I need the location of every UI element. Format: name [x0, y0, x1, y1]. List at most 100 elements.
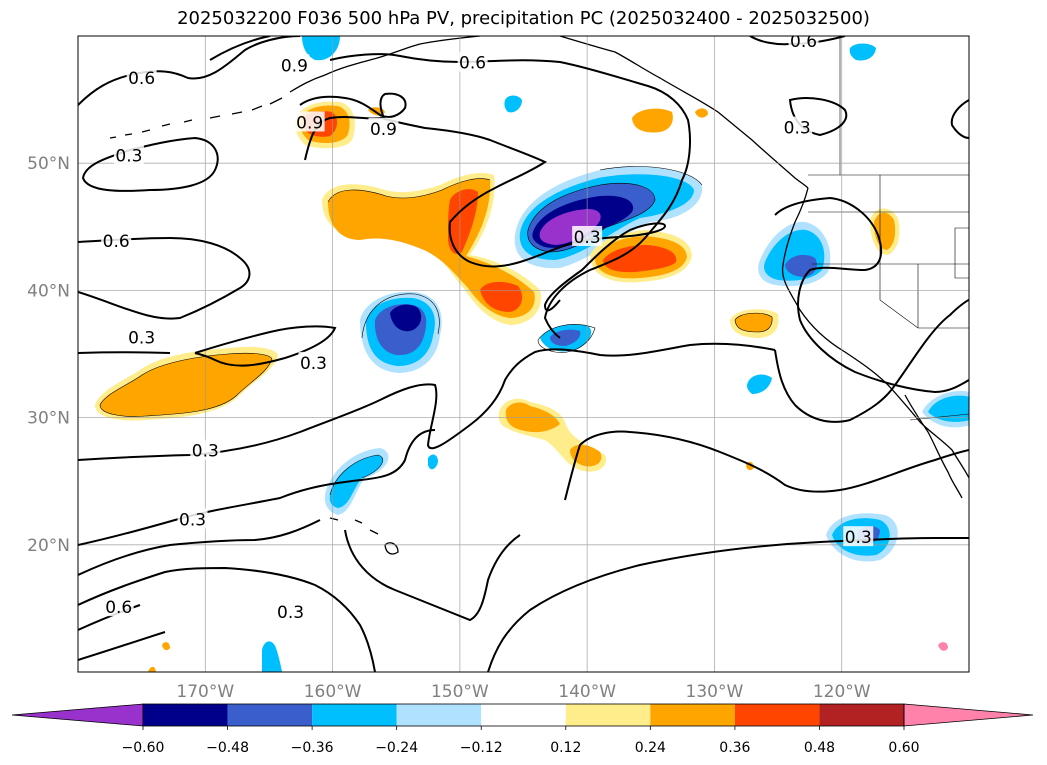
contour-label: 0.3	[300, 354, 327, 374]
coastline-west-us	[781, 187, 969, 479]
coastline-hawaii	[329, 517, 399, 555]
gridline-layer	[78, 36, 969, 672]
precip-pos-orange-red-area	[603, 245, 677, 273]
pv-contour-layer	[78, 36, 969, 672]
pv-contour	[564, 430, 969, 501]
pv-contour	[194, 325, 337, 367]
contour-label: 0.3	[115, 147, 142, 167]
map-frame	[77, 35, 970, 673]
contour-label: 0.6	[128, 69, 155, 89]
colorbar-extend-min	[11, 703, 144, 727]
precip-pos-orange-area	[632, 108, 673, 133]
colorbar-swatch	[227, 704, 313, 726]
contour-label: 0.9	[281, 56, 308, 76]
contour-label-bg	[782, 116, 813, 137]
pv-contour	[774, 299, 969, 423]
precip-neg-sky-blue-area	[504, 95, 522, 113]
precip-neg-sky-blue-area	[849, 43, 876, 61]
colorbar-extend-max	[903, 703, 1034, 727]
contour-label-bg	[126, 326, 157, 347]
contour-label-bg	[294, 111, 325, 132]
pv-contour	[78, 519, 321, 576]
contour-label: 0.9	[370, 120, 397, 140]
pv-contour	[78, 631, 166, 661]
colorbar-tick-label: −0.48	[206, 740, 249, 756]
contour-label-layer: 0.6 0.9 0.6 0.6 0.9 0.9 0.3 0.3 0.6 0.3 0.3 0.3 0.3 0…	[101, 36, 874, 623]
precip-outline	[361, 293, 440, 339]
precip-pos-orange-red-area	[480, 281, 523, 312]
lon-tick-label: 150°W	[431, 682, 489, 702]
contour-label: 0.3	[845, 528, 872, 548]
contour-label-bg	[279, 54, 310, 75]
pv-contour	[78, 429, 436, 546]
utah-border	[954, 227, 969, 279]
precip-outline	[537, 324, 596, 353]
precip-neg-navy-area	[390, 304, 422, 332]
colorbar-tick-label: −0.36	[291, 740, 334, 756]
pv-contour	[78, 351, 171, 354]
border-layer	[808, 36, 969, 421]
contour-label: 0.6	[105, 598, 132, 618]
lat-tick-label: 30°N	[27, 409, 70, 429]
pv-contour	[344, 529, 521, 622]
lon-tick-label: 170°W	[176, 682, 234, 702]
precip-pos-orange-red-area	[448, 189, 478, 255]
lon-tick-label: 160°W	[304, 682, 362, 702]
pv-contour	[78, 236, 251, 320]
precip-outline	[327, 178, 491, 203]
precip-neg-royal-blue-area	[550, 329, 581, 346]
lon-tick-label: 140°W	[558, 682, 616, 702]
colorbar-tick-label: −0.60	[122, 740, 165, 756]
contour-label: 0.6	[103, 232, 130, 252]
precip-outline	[329, 454, 383, 496]
colorbar-swatch	[565, 704, 651, 726]
colorbar-swatch	[650, 704, 735, 726]
contour-label: 0.3	[192, 442, 219, 462]
contour-label: 0.3	[784, 119, 811, 139]
lon-tick-labels: 170°W 160°W 150°W 140°W 130°W 120°W	[176, 682, 870, 702]
colorbar-tick-label: 0.60	[888, 740, 919, 756]
contour-label-bg	[101, 229, 132, 250]
pv-contour	[329, 53, 691, 339]
pv-contour	[78, 342, 776, 461]
colorbar-swatch	[143, 704, 228, 726]
coastline-layer	[109, 36, 969, 555]
lon-tick-label: 120°W	[813, 682, 871, 702]
contour-label: 0.3	[277, 603, 304, 623]
colorbar-tick-label: 0.12	[550, 740, 581, 756]
california-nevada-border	[879, 264, 969, 329]
precip-pos-pink-area	[938, 642, 948, 651]
colorbar-swatch	[819, 704, 904, 726]
lat-tick-label: 50°N	[27, 154, 70, 174]
precip-neg-sky-blue-area	[262, 641, 282, 672]
pv-contour	[774, 196, 969, 394]
precip-outline	[99, 352, 273, 417]
precip-pos-orange-area	[735, 313, 773, 332]
colorbar-tick-label: 0.48	[804, 740, 835, 756]
pv-contour	[78, 604, 141, 631]
contour-label-bg	[572, 225, 603, 246]
precip-neg-purple-area	[539, 209, 601, 245]
colorbar-swatch	[396, 704, 482, 726]
contour-label-bg	[788, 36, 819, 51]
colorbar-swatch	[312, 704, 397, 726]
contour-label-bg	[190, 439, 221, 460]
precip-pos-orange-area	[162, 642, 170, 651]
contour-label: 0.6	[459, 54, 486, 74]
pv-contour	[78, 36, 301, 106]
pv-contour	[304, 116, 667, 312]
colorbar-tick-label: 0.36	[719, 740, 750, 756]
mexico-border	[909, 413, 969, 421]
colorbar-frame	[142, 703, 905, 727]
contour-label: 0.9	[296, 113, 323, 133]
contour-label: 0.3	[128, 328, 155, 348]
contour-label-bg	[457, 51, 488, 72]
contour-label-bg	[103, 596, 134, 617]
precip-pos-orange-area	[695, 108, 708, 118]
colorbar-tick-label: −0.24	[375, 740, 418, 756]
precip-pos-orange-area	[328, 178, 535, 318]
lat-tick-labels: 20°N 30°N 40°N 50°N	[27, 154, 70, 556]
colorbar-tick-label: 0.24	[635, 740, 666, 756]
colorbar-tick-label: −0.12	[460, 740, 503, 756]
pv-contour	[209, 36, 271, 61]
